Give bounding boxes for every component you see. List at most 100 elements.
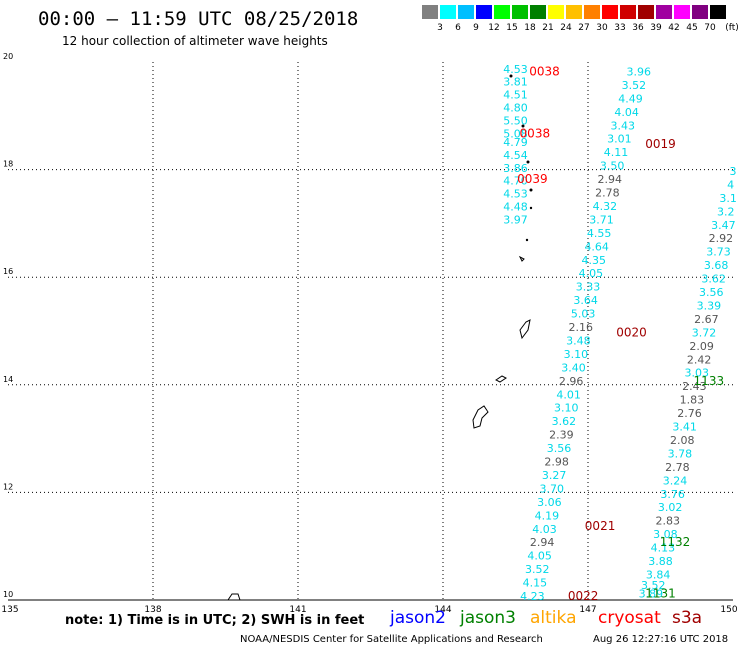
island-outline — [509, 74, 513, 78]
wave-height-label: 2.96 — [559, 375, 584, 388]
wave-height-label: 3.81 — [503, 76, 528, 89]
wave-height-label: 4.70 — [503, 175, 528, 188]
lon-tick-label: 135 — [1, 605, 18, 615]
island-outline — [526, 160, 530, 164]
wave-height-label: 5.08 — [503, 127, 528, 140]
wave-height-label: 2.16 — [569, 321, 594, 334]
pass-time-label: 0038 — [520, 126, 551, 140]
wave-height-label: 4.03 — [532, 523, 557, 536]
wave-height-label: 2.83 — [656, 515, 681, 528]
wave-height-label: 2.78 — [595, 187, 620, 200]
footer-timestamp: Aug 26 12:27:16 UTC 2018 — [593, 634, 729, 645]
island-outline — [472, 405, 489, 429]
legend-label: 30 — [596, 23, 608, 33]
legend-label: 12 — [488, 23, 500, 33]
lat-tick-label: 16 — [3, 267, 13, 276]
wave-height-label: 4.53 — [503, 188, 528, 201]
wave-height-label: 4.80 — [503, 101, 528, 114]
wave-height-label: 3.1 — [719, 192, 737, 205]
legend-swatch — [476, 5, 492, 19]
wave-height-label: 4.51 — [503, 89, 528, 102]
pass-time-label: 1133 — [694, 374, 725, 388]
wave-height-label: 3.89 — [639, 587, 664, 600]
legend-label: 6 — [455, 23, 461, 33]
pass-time-label: 1131 — [645, 586, 676, 600]
wave-height-label: 3.62 — [552, 415, 577, 428]
lat-tick-label: 20 — [3, 52, 13, 61]
lon-tick-label: 147 — [579, 605, 596, 615]
wave-height-label: 5.50 — [503, 114, 528, 127]
island-outline — [519, 319, 531, 340]
wave-height-label: 3.39 — [697, 299, 722, 312]
legend-label: 18 — [524, 23, 536, 33]
wave-height-label: 4.13 — [651, 542, 676, 555]
legend-swatch — [458, 5, 474, 19]
wave-height-label: 4.11 — [604, 146, 629, 159]
wave-height-label: 3.97 — [503, 213, 528, 226]
wave-height-label: 3.52 — [622, 79, 647, 92]
pass-time-label: 0038 — [529, 64, 560, 78]
legend-swatch — [422, 5, 438, 19]
wave-height-label: 3.06 — [537, 496, 562, 509]
island-outline — [529, 188, 533, 192]
wave-height-label: 3.24 — [663, 474, 688, 487]
pass-time-label: 0039 — [517, 172, 548, 186]
satellite-name-jason2: jason2 — [390, 608, 446, 628]
wave-height-label: 4.19 — [535, 509, 560, 522]
wave-height-label: 3.84 — [646, 568, 671, 581]
wave-height-label: 1.83 — [680, 394, 705, 407]
wave-height-label: 4.53 — [503, 63, 528, 76]
wave-height-label: 3.41 — [672, 421, 697, 434]
wave-height-label: 2.92 — [709, 232, 734, 245]
wave-height-label: 3.43 — [611, 119, 636, 132]
lat-tick-label: 10 — [3, 590, 13, 599]
wave-height-label: 4.49 — [618, 92, 643, 105]
wave-height-label: 3.27 — [542, 469, 567, 482]
legend-swatch — [674, 5, 690, 19]
wave-height-label: 5.03 — [571, 308, 596, 321]
legend-label: 70 — [704, 23, 716, 33]
satellite-name-cryosat: cryosat — [598, 608, 661, 628]
legend-swatch — [692, 5, 708, 19]
wave-height-label: 3.62 — [701, 273, 726, 286]
wave-height-label: 3.73 — [706, 246, 731, 259]
map-title: 00:00 — 11:59 UTC 08/25/2018 — [38, 8, 359, 30]
island-outline — [529, 206, 533, 210]
wave-height-label: 3.48 — [566, 334, 591, 347]
legend-swatch — [710, 5, 726, 19]
wave-height-label: 4.79 — [503, 136, 528, 149]
wave-height-label: 3.03 — [685, 367, 710, 380]
wave-height-label: 3.50 — [600, 160, 625, 173]
legend-swatch — [530, 5, 546, 19]
legend-label: 42 — [668, 23, 680, 33]
legend-label: 39 — [650, 23, 662, 33]
wave-height-label: 2.78 — [665, 461, 690, 474]
legend-swatch — [638, 5, 654, 19]
wave-height-label: 3.56 — [699, 286, 724, 299]
pass-time-label: 0020 — [616, 325, 647, 339]
legend-swatch — [602, 5, 618, 19]
legend-unit: (ft) — [725, 23, 739, 33]
wave-height-label: 3.08 — [653, 528, 678, 541]
lon-tick-label: 150 — [720, 605, 737, 615]
pass-time-labels: 0038 0038 0039 0019 0020 0021 0022 1133 1132 1131 — [517, 64, 724, 603]
wave-height-label: 3.02 — [658, 501, 683, 514]
island-outline — [227, 593, 241, 601]
wave-height-label: 3.96 — [627, 65, 652, 78]
wave-height-label: 3.86 — [503, 162, 528, 175]
wave-height-label: 3.68 — [704, 259, 729, 272]
pass-time-label: 0021 — [585, 519, 616, 533]
island-outline — [521, 124, 525, 128]
wave-height-label: 4.35 — [582, 254, 607, 267]
wave-height-label: 3.70 — [540, 482, 565, 495]
legend-swatch — [494, 5, 510, 19]
lon-tick-label: 138 — [144, 605, 161, 615]
wave-height-label: 4.23 — [520, 590, 545, 603]
lat-tick-label: 18 — [3, 160, 13, 169]
wave-height-label: 4.05 — [527, 550, 552, 563]
legend-swatch — [566, 5, 582, 19]
legend-label: 36 — [632, 23, 644, 33]
pass-time-label: 1132 — [660, 535, 691, 549]
note-text: note: 1) Time is in UTC; 2) SWH is in fe… — [65, 613, 365, 628]
